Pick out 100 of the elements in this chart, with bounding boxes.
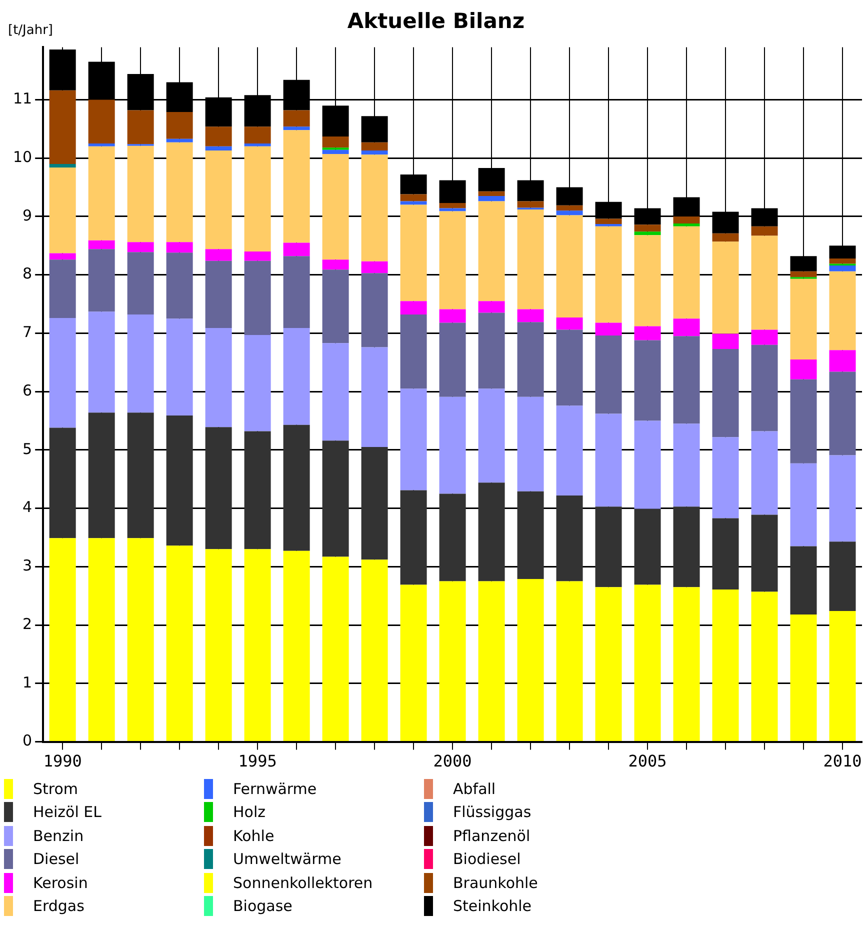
y-tick-label: 4 (22, 498, 32, 516)
bar (361, 560, 388, 742)
bar (322, 154, 349, 260)
bar (166, 138, 193, 142)
bar (829, 258, 856, 264)
bar (361, 154, 388, 262)
x-tick-label: 1995 (238, 752, 277, 771)
bar (712, 518, 739, 590)
bar (244, 126, 271, 144)
bar (361, 150, 388, 155)
y-tick-label: 5 (22, 440, 32, 458)
bar (400, 204, 427, 302)
bar (127, 110, 154, 144)
bar (439, 494, 466, 582)
bar (673, 424, 700, 507)
bar (439, 396, 466, 494)
legend-label: Fernwärme (233, 780, 317, 798)
bar (400, 194, 427, 202)
bar (751, 226, 778, 236)
legend-label: Umweltwärme (233, 850, 342, 868)
bar (361, 142, 388, 151)
bar (88, 240, 115, 250)
y-tick-label: 3 (22, 556, 32, 575)
bar (634, 235, 661, 326)
bar (751, 592, 778, 742)
bar (283, 550, 310, 742)
bar (283, 242, 310, 256)
bar (478, 201, 505, 302)
bar (283, 110, 310, 127)
bar (49, 260, 76, 318)
x-tick-label: 2000 (433, 752, 472, 771)
bar (790, 278, 817, 360)
bar (673, 223, 700, 226)
bar (634, 340, 661, 421)
bar (751, 514, 778, 592)
bar (49, 253, 76, 260)
bar (322, 150, 349, 154)
bar (556, 205, 583, 211)
bar (556, 210, 583, 216)
bar (88, 100, 115, 144)
bar (244, 334, 271, 432)
y-axis-title: [t/Jahr] (8, 23, 54, 38)
bar (478, 196, 505, 202)
legend-label: Holz (233, 803, 266, 822)
bar (517, 201, 544, 208)
bar (829, 266, 856, 272)
bar (478, 388, 505, 483)
bar (829, 271, 856, 350)
bar (712, 233, 739, 242)
bar (127, 314, 154, 413)
bar (673, 216, 700, 224)
bar (166, 416, 193, 546)
bar (439, 322, 466, 397)
y-tick-label: 0 (22, 732, 32, 750)
bar (127, 412, 154, 538)
bar (283, 256, 310, 328)
legend-label: Kohle (233, 826, 274, 845)
legend-label: Sonnenkollektoren (233, 874, 373, 892)
bar (166, 252, 193, 319)
bar (673, 587, 700, 742)
legend-label: Biogase (233, 897, 292, 916)
bar (127, 252, 154, 315)
y-tick-label: 7 (22, 323, 32, 342)
bar (322, 270, 349, 344)
bar (829, 611, 856, 742)
bar (634, 232, 661, 236)
bar (88, 146, 115, 240)
bar (322, 343, 349, 441)
bar (88, 412, 115, 538)
bar (634, 508, 661, 585)
bar (127, 538, 154, 742)
bar (556, 317, 583, 330)
bar (322, 136, 349, 148)
bar (595, 587, 622, 742)
bar (127, 146, 154, 242)
bar (244, 146, 271, 252)
bar (790, 271, 817, 278)
bar (88, 249, 115, 312)
bar (556, 215, 583, 318)
bar (634, 584, 661, 742)
bar (751, 431, 778, 515)
bar (517, 322, 544, 397)
bar (439, 203, 466, 208)
bar (400, 584, 427, 742)
bar (517, 309, 544, 322)
bar (361, 261, 388, 274)
bar (517, 491, 544, 579)
bar (361, 447, 388, 560)
bar (205, 126, 232, 146)
bar (49, 50, 76, 90)
bar (244, 549, 271, 742)
legend-label: Erdgas (33, 897, 84, 916)
bar (595, 414, 622, 507)
bar (166, 142, 193, 242)
bar (205, 146, 232, 151)
bar (517, 209, 544, 310)
y-tick-label: 1 (22, 673, 32, 692)
bar (88, 144, 115, 146)
bar (361, 347, 388, 448)
legend-label: Flüssiggas (453, 803, 532, 822)
